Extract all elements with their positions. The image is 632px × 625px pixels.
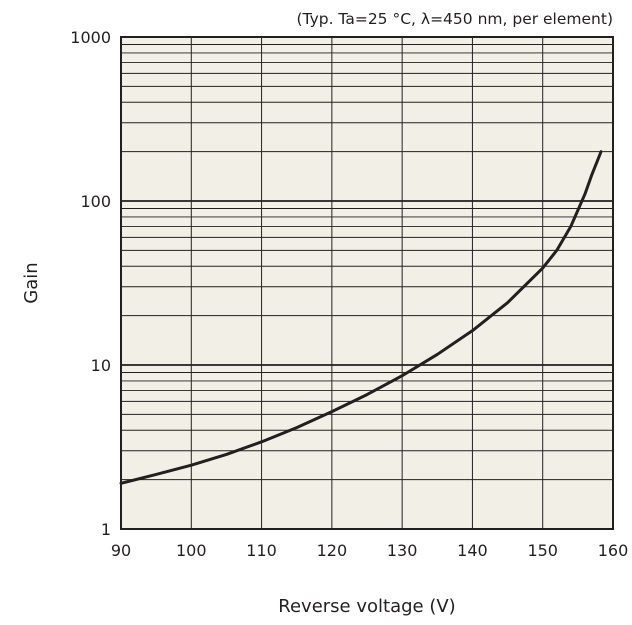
x-tick-label: 100 <box>176 541 207 560</box>
plot-background <box>121 37 613 529</box>
x-tick-label: 120 <box>317 541 348 560</box>
gain-curve <box>119 150 603 485</box>
y-tick-label: 100 <box>80 192 111 211</box>
x-tick-label: 160 <box>598 541 629 560</box>
y-tick-labels: 1 10 100 1000 <box>70 28 111 539</box>
y-tick-label: 1000 <box>70 28 111 47</box>
x-tick-label: 90 <box>111 541 131 560</box>
x-axis-title: Reverse voltage (V) <box>278 596 455 617</box>
y-tick-label: 1 <box>101 520 111 539</box>
plot-frame <box>120 36 614 530</box>
x-tick-labels: 90 100 110 120 130 140 150 160 <box>111 541 628 560</box>
x-tick-label: 140 <box>457 541 488 560</box>
y-axis-title: Gain <box>21 262 42 303</box>
conditions-annotation: (Typ. Ta=25 °C, λ=450 nm, per element) <box>296 10 613 28</box>
x-tick-label: 110 <box>246 541 277 560</box>
y-tick-label: 10 <box>91 356 111 375</box>
x-tick-label: 150 <box>527 541 558 560</box>
x-tick-label: 130 <box>387 541 418 560</box>
